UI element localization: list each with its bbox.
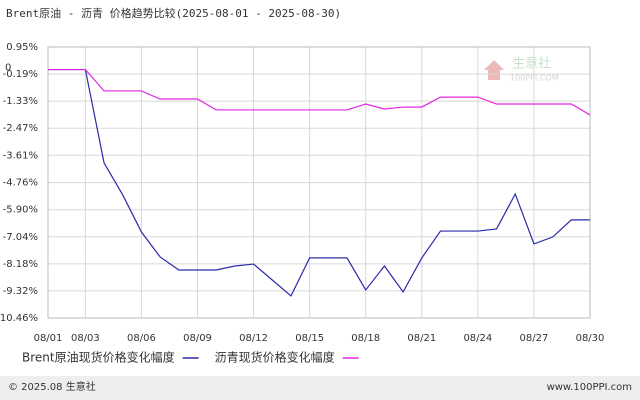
- y-tick-label: -5.90%: [3, 205, 38, 216]
- x-tick-label: 08/27: [520, 333, 549, 344]
- watermark-name: 生意社: [512, 56, 551, 72]
- legend-label: Brent原油现货价格变化幅度: [22, 350, 175, 365]
- series-line: [48, 68, 590, 297]
- x-tick-label: 08/18: [351, 333, 380, 344]
- x-tick-label: 08/30: [576, 333, 605, 344]
- y-tick-label: -1.33%: [3, 96, 38, 107]
- y-tick-label: 0.95%: [6, 42, 38, 53]
- x-tick-label: 08/15: [295, 333, 324, 344]
- y-tick-label: -2.47%: [3, 123, 38, 134]
- y-tick-label: -4.76%: [3, 178, 38, 189]
- x-tick-label: 08/03: [71, 333, 100, 344]
- x-tick-label: 08/12: [239, 333, 268, 344]
- chart-title: Brent原油 - 沥青 价格趋势比较(2025-08-01 - 2025-08…: [6, 6, 341, 20]
- x-tick-label: 08/24: [463, 333, 492, 344]
- plot-border: [47, 46, 591, 319]
- y-tick-label: -9.32%: [3, 286, 38, 297]
- y-tick-label: -10.46%: [0, 313, 38, 324]
- x-tick-label: 08/01: [34, 333, 63, 344]
- y-tick-label: -0.19%: [3, 69, 38, 80]
- legend-label: 沥青现货价格变化幅度: [215, 350, 335, 365]
- x-tick-label: 08/09: [183, 333, 212, 344]
- x-tick-label: 08/06: [127, 333, 156, 344]
- footer-bar: [0, 376, 640, 400]
- footer-left: © 2025.08 生意社: [8, 380, 96, 393]
- y-tick-label: -8.18%: [3, 259, 38, 270]
- zero-label: 0: [5, 63, 11, 74]
- y-tick-label: -7.04%: [3, 232, 38, 243]
- series-line: [48, 68, 591, 116]
- x-tick-label: 08/21: [407, 333, 436, 344]
- y-tick-label: -3.61%: [3, 150, 38, 161]
- footer-right: www.100PPI.com: [547, 382, 632, 393]
- watermark-icon: [484, 60, 504, 80]
